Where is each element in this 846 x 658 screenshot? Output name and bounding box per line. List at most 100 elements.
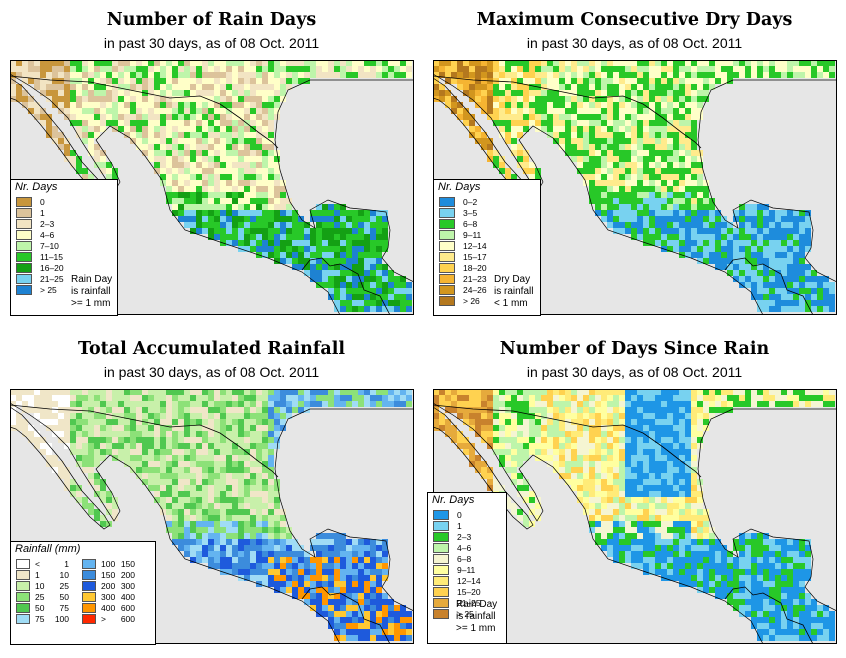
legend-item: 18–20 xyxy=(434,262,540,273)
legend-label: 3–5 xyxy=(463,207,478,218)
legend-item: 15–17 xyxy=(434,251,540,262)
baja-coastline xyxy=(433,406,534,530)
legend-swatch xyxy=(439,284,455,295)
legend-swatch xyxy=(439,218,455,229)
legend-range-high: 10 xyxy=(59,569,69,580)
legend-swatch xyxy=(16,262,32,273)
panel-rain-days: Number of Rain Days in past 30 days, as … xyxy=(0,0,423,329)
legend: Nr. Days 0 1 2–3 4–6 6–8 9–11 12–14 15–20 21–25 >… xyxy=(427,492,507,644)
legend-swatch xyxy=(433,597,449,608)
legend-item: 1 xyxy=(428,520,506,531)
legend-item: > 26 xyxy=(434,295,540,306)
legend-swatch xyxy=(439,251,455,262)
legend-range-low: 1 xyxy=(35,569,40,580)
legend-swatch xyxy=(439,196,455,207)
legend-item: 6–8 xyxy=(428,553,506,564)
legend-range-high: 600 xyxy=(120,613,135,624)
legend-item: 0–2 xyxy=(434,196,540,207)
coastline xyxy=(10,73,414,315)
legend-label: 6–8 xyxy=(463,218,478,229)
legend-note-line: is rainfall xyxy=(456,611,496,622)
legend-item: 21–25 xyxy=(11,273,117,284)
legend-swatch xyxy=(433,520,449,531)
legend-item: 300 400 xyxy=(77,591,143,602)
legend-title: Rainfall (mm) xyxy=(15,543,81,555)
legend-rows: 0 1 2–3 4–6 6–8 9–11 12–14 15–20 21–25 > 25 xyxy=(428,509,506,619)
panel-subtitle: in past 30 days, as of 08 Oct. 2011 xyxy=(526,364,743,380)
legend-label: 21–25 xyxy=(457,597,481,608)
legend-item: 9–11 xyxy=(434,229,540,240)
legend-note-line: Rain Day xyxy=(71,274,113,285)
legend-item: 12–14 xyxy=(428,575,506,586)
legend-label: 4–6 xyxy=(40,229,55,240)
legend-note-line: >= 1 mm xyxy=(456,623,496,634)
legend-swatch xyxy=(16,613,30,624)
legend-item: 4–6 xyxy=(11,229,117,240)
land-cells xyxy=(10,389,412,641)
legend-swatch xyxy=(439,273,455,284)
legend-label: 2–3 xyxy=(457,531,472,542)
legend: Nr. Days 0–2 3–5 6–8 9–11 12–14 15–17 18–20 21–… xyxy=(433,179,541,316)
us-border xyxy=(10,404,279,478)
legend-note: Dry Day is rainfall < 1 mm xyxy=(494,274,533,310)
us-border xyxy=(10,75,279,149)
legend-swatch xyxy=(82,613,96,624)
legend-range-low: 10 xyxy=(35,580,45,591)
legend-swatch xyxy=(433,531,449,542)
legend-swatch xyxy=(439,207,455,218)
legend-label: 0 xyxy=(40,196,45,207)
legend-item: 12–14 xyxy=(434,240,540,251)
legend-note-line: is rainfall xyxy=(71,286,111,297)
legend-swatch xyxy=(439,262,455,273)
legend-label: > 25 xyxy=(40,284,57,295)
panel-total-rainfall: Total Accumulated Rainfall in past 30 da… xyxy=(0,329,423,658)
legend-item: 7–10 xyxy=(11,240,117,251)
central-america-border xyxy=(724,586,814,644)
legend-title: Nr. Days xyxy=(15,181,58,193)
legend-swatch xyxy=(16,273,32,284)
legend-swatch xyxy=(439,229,455,240)
legend-range-high: 25 xyxy=(59,580,69,591)
legend-label: 1 xyxy=(40,207,45,218)
legend-range-high: 150 xyxy=(120,558,135,569)
legend-range-low: 300 xyxy=(101,591,116,602)
map-frame xyxy=(10,389,414,644)
legend-item: 2–3 xyxy=(11,218,117,229)
legend-swatch xyxy=(16,558,30,569)
legend-range-low: < xyxy=(35,558,40,569)
legend-range-low: 200 xyxy=(101,580,116,591)
panel-subtitle: in past 30 days, as of 08 Oct. 2011 xyxy=(526,35,743,51)
legend-item: 25 50 xyxy=(11,591,77,602)
legend-item: > 25 xyxy=(428,608,506,619)
coastline xyxy=(433,402,837,644)
legend-swatch xyxy=(439,240,455,251)
panel-title: Maximum Consecutive Dry Days xyxy=(476,10,793,30)
legend-label: 16–20 xyxy=(40,262,64,273)
legend-label: 1 xyxy=(457,520,462,531)
panel-title: Number of Days Since Rain xyxy=(499,339,770,359)
legend-range-high: 600 xyxy=(120,602,135,613)
coastline xyxy=(433,73,837,315)
central-america-border xyxy=(301,586,391,644)
legend-swatch xyxy=(16,602,30,613)
legend-range-low: > xyxy=(101,613,106,624)
legend-note: Rain Day is rainfall >= 1 mm xyxy=(456,599,497,635)
legend-item: 15–20 xyxy=(428,586,506,597)
legend-label: 21–23 xyxy=(463,273,487,284)
legend-range-low: 25 xyxy=(35,591,45,602)
legend-label: 9–11 xyxy=(457,564,476,575)
legend-item: 400 600 xyxy=(77,602,143,613)
legend-rows: 0–2 3–5 6–8 9–11 12–14 15–17 18–20 21–23 24–26 > … xyxy=(434,196,540,306)
legend-swatch xyxy=(433,509,449,520)
central-america-border xyxy=(301,257,391,315)
legend-range-high: 50 xyxy=(59,591,69,602)
us-border xyxy=(433,75,702,149)
legend-swatch xyxy=(433,608,449,619)
legend-range-high: 300 xyxy=(120,580,135,591)
us-border xyxy=(433,404,702,478)
legend-item: 0 xyxy=(428,509,506,520)
legend-swatch xyxy=(16,284,32,295)
legend: Nr. Days 0 1 2–3 4–6 7–10 11–15 16–20 21–25 > 25… xyxy=(10,179,118,316)
legend-range-low: 150 xyxy=(101,569,116,580)
legend-item: 24–26 xyxy=(434,284,540,295)
